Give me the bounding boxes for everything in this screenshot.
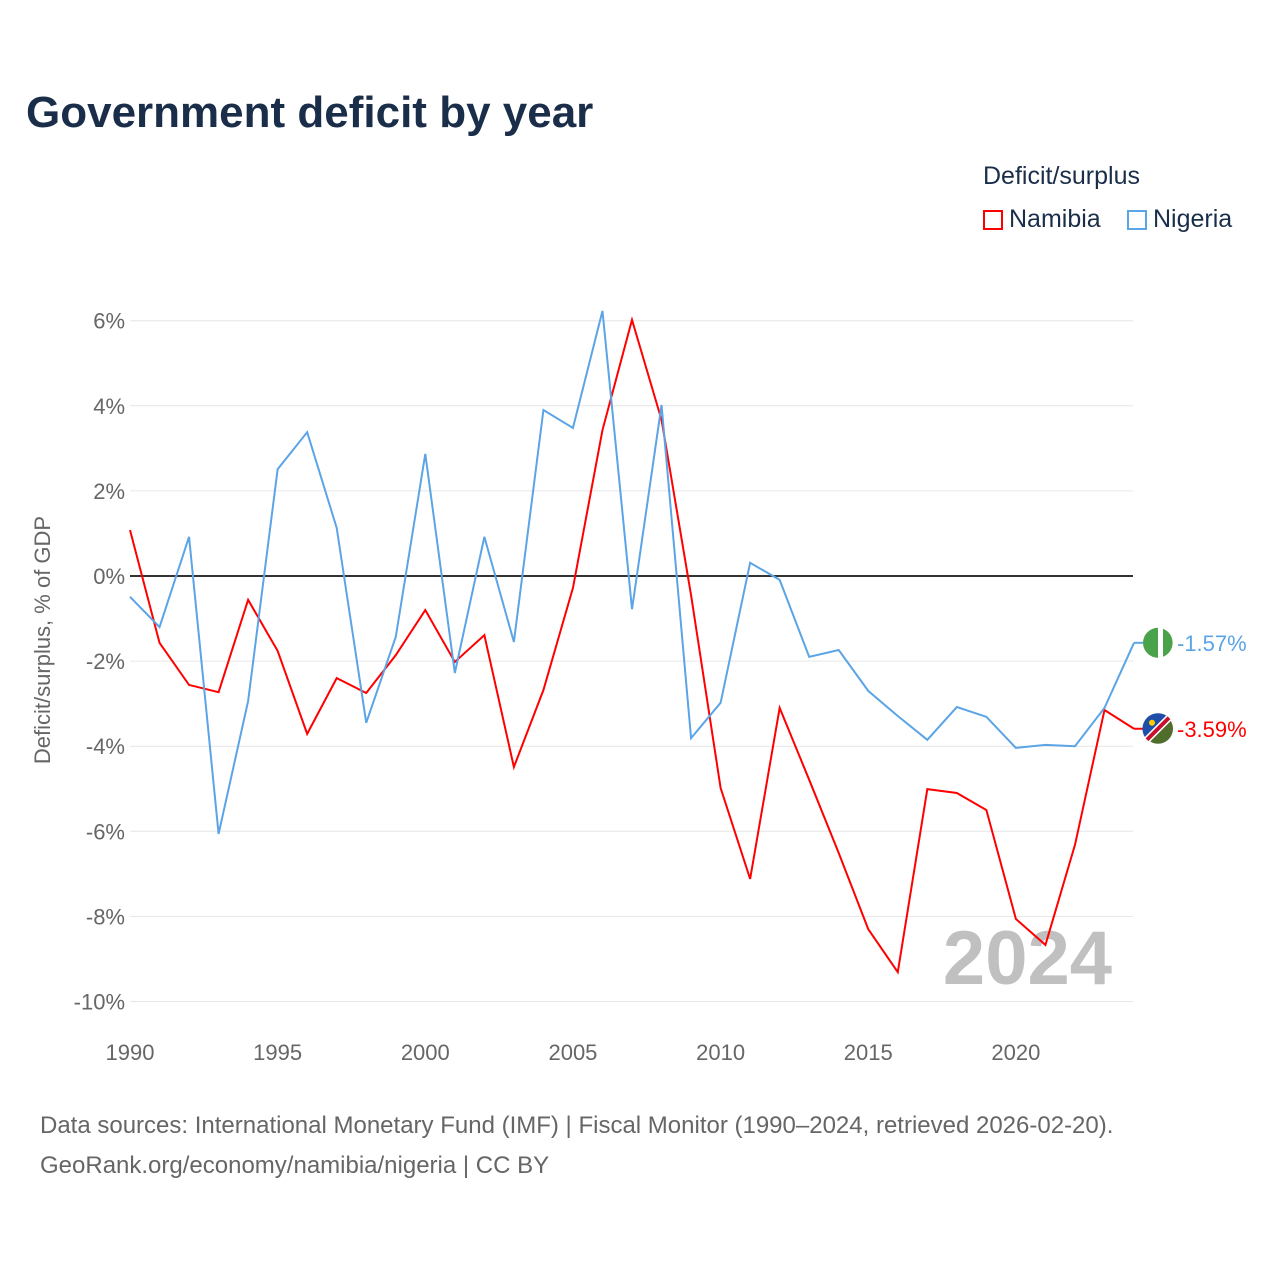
chart-title: Government deficit by year — [26, 88, 594, 137]
y-tick-label: -2% — [86, 649, 125, 674]
x-tick-label: 1995 — [253, 1040, 302, 1065]
flag-part — [1163, 628, 1173, 657]
legend-label: Namibia — [1009, 205, 1101, 233]
series-line-nigeria — [129, 310, 1135, 835]
end-value-label: -3.59% — [1177, 717, 1247, 742]
y-tick-label: 4% — [93, 394, 125, 419]
end-value-label: -1.57% — [1177, 631, 1247, 656]
legend-swatch — [983, 209, 1003, 230]
legend-item-namibia[interactable]: Namibia — [983, 205, 1101, 234]
legend-label: Nigeria — [1153, 205, 1233, 233]
x-tick-label: 1990 — [106, 1040, 155, 1065]
y-axis-label: Deficit/surplus, % of GDP — [30, 516, 55, 764]
y-tick-label: -4% — [86, 734, 125, 759]
y-tick-label: -8% — [86, 904, 125, 929]
y-tick-label: -10% — [74, 990, 125, 1015]
legend-title: Deficit/surplus — [983, 162, 1140, 190]
x-tick-label: 2010 — [696, 1040, 745, 1065]
flag-part — [1143, 627, 1158, 658]
x-tick-label: 2015 — [844, 1040, 893, 1065]
y-tick-label: 6% — [93, 309, 125, 334]
x-tick-label: 2020 — [991, 1040, 1040, 1065]
y-tick-label: -6% — [86, 819, 125, 844]
series-line-namibia — [129, 316, 1135, 975]
legend-swatch — [1127, 209, 1147, 230]
flag-part — [1145, 716, 1171, 742]
x-tick-label: 2000 — [401, 1040, 450, 1065]
legend-item-nigeria[interactable]: Nigeria — [1127, 205, 1232, 234]
y-tick-label: 0% — [93, 564, 125, 589]
source-link[interactable]: GeoRank.org/economy/namibia/nigeria | CC… — [40, 1152, 550, 1179]
source-note: Data sources: International Monetary Fun… — [40, 1106, 1113, 1186]
flag-part — [1149, 719, 1155, 726]
source-line: Data sources: International Monetary Fun… — [40, 1112, 1114, 1139]
y-tick-label: 2% — [93, 479, 125, 504]
x-tick-label: 2005 — [548, 1040, 597, 1065]
